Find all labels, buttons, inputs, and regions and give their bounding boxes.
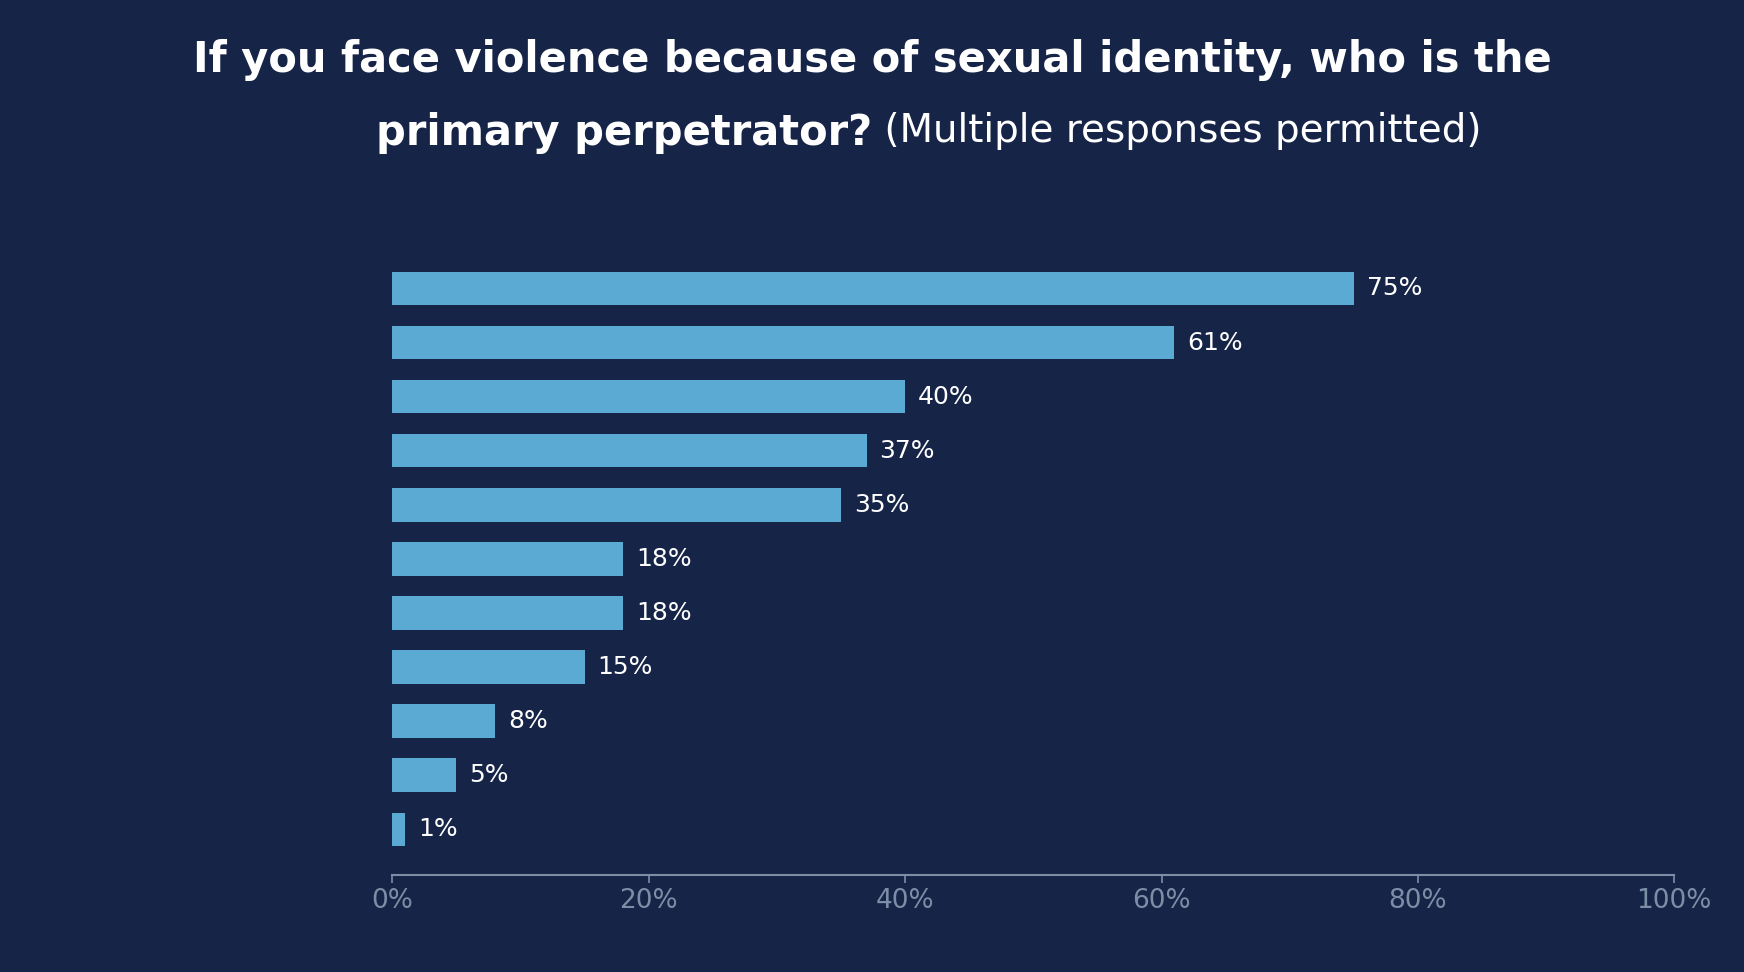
Text: 75%: 75% <box>1367 276 1421 300</box>
Text: 1%: 1% <box>419 817 457 842</box>
Text: 40%: 40% <box>917 385 973 408</box>
Text: 35%: 35% <box>855 493 909 517</box>
Bar <box>392 813 405 846</box>
Text: primary perpetrator?: primary perpetrator? <box>375 112 872 154</box>
Bar <box>392 326 1174 360</box>
Text: (Multiple responses permitted): (Multiple responses permitted) <box>872 112 1481 150</box>
Bar <box>392 705 495 738</box>
Bar <box>392 596 623 630</box>
Bar <box>392 488 841 522</box>
Bar <box>392 542 623 575</box>
Text: 15%: 15% <box>598 655 652 679</box>
Text: If you face violence because of sexual identity, who is the: If you face violence because of sexual i… <box>192 39 1552 81</box>
Text: 5%: 5% <box>469 763 509 787</box>
Text: 61%: 61% <box>1188 330 1243 355</box>
Bar <box>392 758 457 792</box>
Bar <box>392 272 1353 305</box>
Text: 8%: 8% <box>508 710 548 733</box>
Text: 37%: 37% <box>879 438 935 463</box>
Bar <box>392 380 905 413</box>
Bar <box>392 434 867 468</box>
Text: 18%: 18% <box>637 601 692 625</box>
Text: 18%: 18% <box>637 547 692 571</box>
Bar <box>392 650 584 684</box>
